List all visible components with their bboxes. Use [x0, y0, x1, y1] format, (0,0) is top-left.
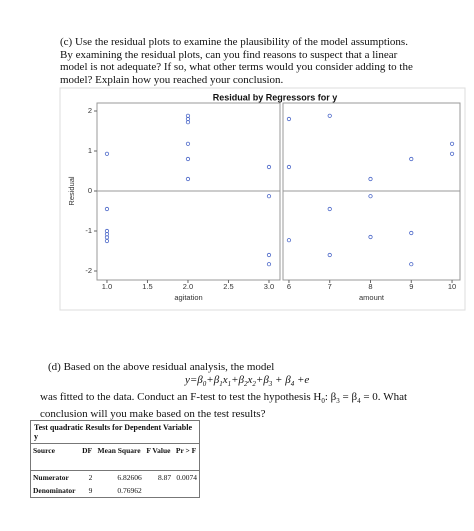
x-tick-label: 1.5: [142, 282, 152, 291]
chart-frame: [59, 87, 466, 311]
point: [286, 164, 292, 170]
text-run: : β: [324, 391, 337, 403]
point: [286, 116, 292, 122]
table-title: Test quadratic Results for Dependent Var…: [31, 421, 199, 444]
x-tick-label: 8: [368, 282, 372, 291]
point: [266, 262, 272, 267]
point: [266, 194, 272, 199]
chart-title: Residual by Regressors for y: [213, 92, 338, 102]
text-run: +β: [206, 374, 220, 386]
point: [104, 238, 110, 244]
text-run: +e: [294, 374, 310, 386]
point: [266, 164, 272, 170]
point: [449, 151, 455, 156]
table-cell: 0.76962: [117, 486, 142, 495]
point: [185, 141, 191, 146]
point: [185, 156, 191, 162]
table-cell: [144, 484, 173, 497]
table-row: Numerator 2 6.82606 8.87 0.0074: [31, 470, 199, 484]
question-c: (c) Use the residual plots to examine th…: [60, 36, 413, 86]
subscript: 4: [290, 380, 295, 389]
text-run: +β: [255, 374, 269, 386]
table: Source DF Mean Square F Value Pr > F Numerato…: [31, 444, 199, 497]
point: [449, 141, 455, 146]
point: [327, 252, 332, 258]
table-cell: [173, 484, 199, 497]
results-table: Test quadratic Results for Dependent Var…: [30, 420, 200, 498]
table-cell: DF: [82, 446, 93, 455]
y-tick-label: 0: [88, 186, 92, 195]
point: [185, 120, 191, 125]
text-run: x: [222, 374, 228, 386]
point: [104, 206, 110, 212]
point: [368, 176, 373, 182]
point: [286, 238, 292, 243]
x-tick-label: 2.5: [223, 282, 233, 291]
question-d-intro: (d) Based on the above residual analysis…: [48, 361, 275, 373]
subscript: 1: [219, 380, 223, 389]
table-cell: 8.87: [143, 470, 174, 484]
text-run: y=β: [185, 374, 203, 386]
table-cell: Mean Square: [97, 446, 141, 455]
point: [327, 113, 332, 118]
x-tick-label: 6: [287, 282, 291, 291]
point: [104, 151, 110, 156]
x-axis-label: agitation: [174, 293, 202, 302]
x-tick-label: 10: [448, 282, 456, 291]
subscript: 0: [321, 397, 325, 406]
x-tick-label: 9: [409, 282, 413, 291]
subscript: 0: [202, 380, 207, 389]
table-cell: F Value: [146, 446, 171, 455]
text-run: was fitted to the data. Conduct an F-tes…: [40, 391, 322, 403]
table-cell: 9: [88, 486, 93, 495]
subscript: 2: [244, 380, 248, 389]
text-run: x: [247, 374, 253, 386]
subscript: 4: [357, 397, 361, 406]
y-tick-label: -2: [85, 266, 92, 275]
point: [185, 176, 191, 182]
table-cell: Denominator: [33, 486, 76, 495]
subscript: 2: [252, 380, 256, 389]
chart: Residual by Regressors for y Residual -2…: [59, 87, 466, 311]
x-tick-label: 2.0: [183, 282, 193, 291]
x-tick-label: 1.0: [102, 282, 112, 291]
point: [409, 156, 414, 162]
x-tick-label: 7: [328, 282, 332, 291]
formula: y=β0+β1x1+β2x2+β3 + β4 +e: [185, 374, 309, 388]
point: [266, 252, 272, 258]
point: [368, 234, 373, 240]
table-cell: Source: [33, 446, 55, 455]
point: [327, 206, 332, 212]
subscript: 1: [227, 380, 232, 389]
text-run: +β: [231, 374, 244, 386]
point: [368, 194, 373, 199]
table-cell: 2: [79, 470, 95, 484]
table-cell: Pr > F: [175, 446, 197, 455]
y-tick-label: -1: [85, 226, 92, 235]
point: [409, 230, 414, 236]
table-cell: Numerator: [31, 470, 80, 484]
x-tick-label: 3.0: [264, 282, 274, 291]
text-run: + β: [272, 374, 291, 386]
text-run: = 0. What conclusion will you make based…: [40, 391, 408, 421]
table-cell: 6.82606: [94, 470, 144, 484]
y-axis-label: Residual: [67, 176, 76, 206]
table-row: Denominator 9 0.76962: [31, 484, 199, 497]
subscript: 3: [336, 397, 340, 406]
x-axis-label: amount: [359, 293, 385, 302]
y-tick-label: 2: [88, 106, 92, 115]
table-cell: 0.0074: [173, 470, 199, 484]
text-run: = β: [339, 391, 358, 403]
point: [409, 262, 414, 267]
question-d-text: was fitted to the data. Conduct an F-tes…: [40, 391, 420, 421]
y-tick-label: 1: [88, 146, 92, 155]
subscript: 3: [268, 380, 273, 389]
table-row: Source DF Mean Square F Value Pr > F: [31, 444, 199, 471]
